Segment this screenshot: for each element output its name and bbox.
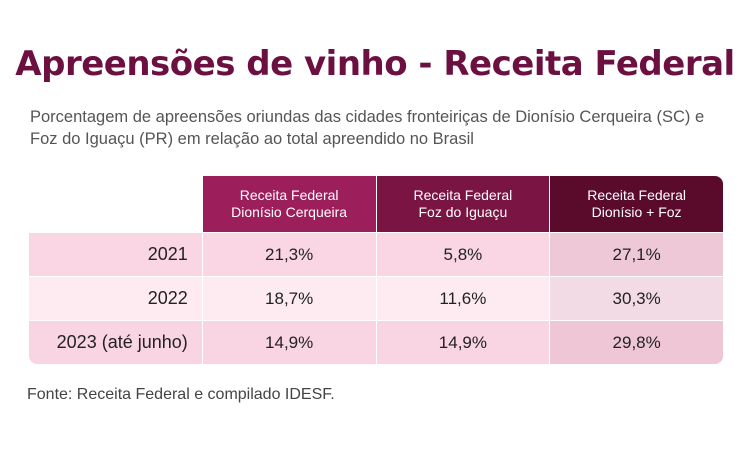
table-body: 2021 21,3% 5,8% 27,1% 2022 18,7% 11,6% 3… <box>29 232 723 364</box>
column-header-total: Receita Federal Dionísio + Foz <box>549 176 723 232</box>
source-note: Fonte: Receita Federal e compilado IDESF… <box>27 386 335 403</box>
column-header-label: Receita Federal Dionísio + Foz <box>587 187 687 220</box>
table-cell: 30,3% <box>549 277 723 320</box>
chart-subtitle: Porcentagem de apreensões oriundas das c… <box>30 108 705 148</box>
column-header-foz: Receita Federal Foz do Iguaçu <box>375 176 550 232</box>
table-row: 2021 21,3% 5,8% 27,1% <box>29 232 723 276</box>
chart-title: Apreensões de vinho - Receita Federal <box>15 44 735 84</box>
table-cell: 5,8% <box>375 233 550 276</box>
table-header-row: Receita Federal Dionísio Cerqueira Recei… <box>29 176 723 232</box>
table-cell: 18,7% <box>201 277 376 320</box>
table-cell: 11,6% <box>375 277 550 320</box>
table-cell: 14,9% <box>201 321 376 364</box>
column-header-label: Receita Federal Dionísio Cerqueira <box>231 187 348 220</box>
column-header-dionisio: Receita Federal Dionísio Cerqueira <box>201 176 376 232</box>
row-label: 2022 <box>147 288 188 308</box>
row-label: 2021 <box>147 244 188 264</box>
table-cell: 29,8% <box>549 321 723 364</box>
table-cell: 27,1% <box>549 233 723 276</box>
row-label: 2023 (até junho) <box>56 332 188 352</box>
table-row: 2023 (até junho) 14,9% 14,9% 29,8% <box>29 320 723 364</box>
table-cell: 14,9% <box>375 321 550 364</box>
table-row: 2022 18,7% 11,6% 30,3% <box>29 276 723 320</box>
header-empty-cell <box>29 176 202 232</box>
data-table: Receita Federal Dionísio Cerqueira Recei… <box>29 176 723 364</box>
table-cell: 21,3% <box>201 233 376 276</box>
column-header-label: Receita Federal Foz do Iguaçu <box>413 187 513 220</box>
